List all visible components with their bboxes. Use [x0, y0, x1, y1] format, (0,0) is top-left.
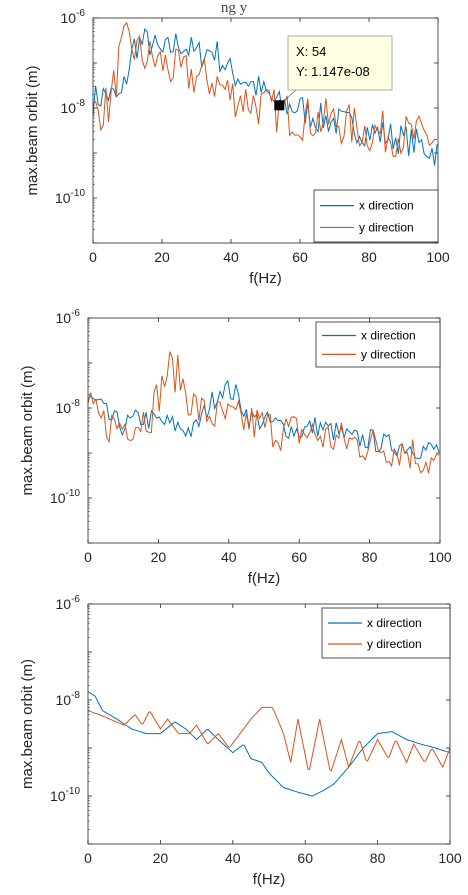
x-tick-label: 20	[154, 249, 170, 265]
header-fragment: ng y	[221, 0, 248, 16]
axes-box	[87, 317, 441, 544]
x-tick-label: 80	[362, 549, 378, 565]
y-tick-label: 10-10	[50, 786, 80, 804]
x-tick-label: 80	[361, 249, 377, 265]
y-tick-label: 10-10	[50, 488, 80, 506]
datatip-box	[287, 35, 393, 91]
legend-box	[321, 607, 451, 659]
axes-box	[92, 17, 439, 244]
x-tick-label: 20	[153, 850, 169, 866]
y-tick-label: 10-8	[56, 398, 81, 416]
x-tick-label: 60	[291, 549, 307, 565]
y-tick-label: 10-6	[56, 308, 81, 326]
y-tick-label: 10-8	[61, 98, 86, 116]
x-tick-label: 40	[223, 249, 239, 265]
x-tick-label: 100	[426, 249, 450, 265]
axes-box	[87, 603, 451, 845]
legend-label: x direction	[359, 199, 414, 213]
x-tick-label: 100	[428, 549, 452, 565]
chart-1: 0 20 40 60 80 100 10-10 10-8 10-6 f(Hz) max.beam o…	[24, 8, 450, 287]
series-line-2	[87, 706, 451, 772]
legend-label: x direction	[367, 616, 422, 630]
x-tick-label: 60	[297, 850, 313, 866]
datatip-x: X: 54	[296, 44, 326, 59]
x-tick-label: 0	[89, 249, 97, 265]
chart-3: 0 20 40 60 80 100 10-10 10-8 10-6 f(Hz) max.beam o…	[19, 594, 462, 888]
legend: x direction y direction	[313, 189, 439, 243]
x-tick-label: 100	[438, 850, 462, 866]
legend-box	[315, 321, 441, 368]
y-tick-label: 10-6	[56, 594, 81, 612]
x-tick-label: 80	[370, 850, 386, 866]
x-tick-label: 60	[292, 249, 308, 265]
legend-box	[313, 189, 439, 243]
y-axis-label: max.beam orbit (m)	[19, 365, 36, 495]
legend: x direction y direction	[315, 321, 441, 368]
series-line-2	[87, 351, 440, 474]
y-tick-label: 10-10	[55, 188, 85, 206]
x-axis-label: f(Hz)	[248, 570, 281, 587]
legend-label: y direction	[359, 220, 414, 234]
x-tick-label: 20	[151, 549, 167, 565]
series-line-1	[87, 691, 451, 797]
x-axis-label: f(Hz)	[253, 871, 286, 888]
series-line-1	[92, 27, 438, 166]
x-tick-label: 40	[221, 549, 237, 565]
y-tick-label: 10-6	[61, 8, 86, 26]
datatip-marker	[274, 100, 285, 111]
legend-label: x direction	[361, 329, 416, 343]
datatip-y: Y: 1.147e-08	[296, 64, 370, 79]
y-axis-label: max.beam orbit (m)	[19, 659, 36, 789]
x-tick-label: 0	[84, 549, 92, 565]
x-tick-label: 40	[225, 850, 241, 866]
y-tick-label: 10-8	[56, 690, 81, 708]
y-axis-label: max.beam orbit (m)	[24, 65, 41, 195]
x-axis-label: f(Hz)	[249, 270, 282, 287]
legend-label: y direction	[367, 637, 422, 651]
legend: x direction y direction	[321, 607, 451, 659]
x-tick-label: 0	[84, 850, 92, 866]
legend-label: y direction	[361, 347, 416, 361]
series-line-2	[92, 21, 438, 158]
chart-2: 0 20 40 60 80 100 10-10 10-8 10-6 f(Hz) max.beam o…	[19, 308, 452, 587]
